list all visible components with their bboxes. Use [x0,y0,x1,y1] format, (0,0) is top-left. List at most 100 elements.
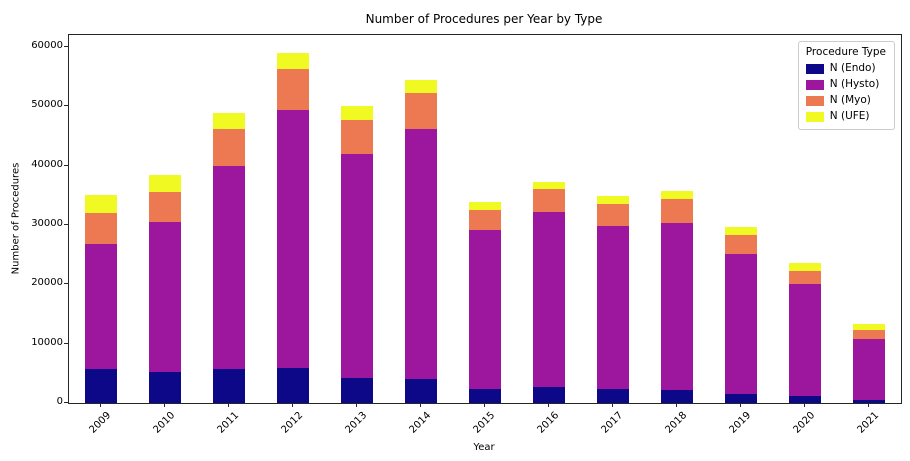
x-tick-mark [228,403,229,407]
legend-swatch-n-ufe [805,111,824,122]
bar-segment-n-endo-2017 [597,388,629,403]
y-tick-label: 40000 [31,158,63,170]
x-tick-mark [676,403,677,407]
legend: Procedure Type N (Endo) N (Hysto) N (Myo) N… [797,41,895,130]
y-tick-label: 0 [56,396,63,407]
chart-title: Number of Procedures per Year by Type [365,12,603,26]
x-tick-label-2016: 2016 [535,410,561,436]
bar-segment-n-endo-2021 [853,400,885,403]
x-tick-mark [740,403,741,407]
y-tick-mark [64,402,68,403]
bar-segment-n-myo-2020 [789,270,821,285]
legend-entry-n-endo: N (Endo) [805,62,886,75]
bar-segment-n-endo-2012 [277,367,309,403]
bar-segment-n-hysto-2011 [213,165,245,369]
bar-segment-n-hysto-2016 [533,212,565,387]
x-tick-label-2013: 2013 [343,410,369,436]
legend-title: Procedure Type [805,46,886,58]
bar-segment-n-ufe-2016 [533,182,565,190]
bar-segment-n-hysto-2020 [789,284,821,397]
bar-segment-n-ufe-2013 [341,106,373,120]
bar-segment-n-ufe-2009 [85,195,117,214]
bar-segment-n-myo-2021 [853,330,885,339]
y-tick-label: 20000 [31,277,63,289]
x-tick-mark [164,403,165,407]
bar-segment-n-myo-2013 [341,119,373,155]
x-tick-label-2012: 2012 [279,410,305,436]
bar-segment-n-endo-2019 [725,393,757,403]
bar-segment-n-myo-2016 [533,189,565,213]
y-tick-mark [64,105,68,107]
bar-segment-n-hysto-2021 [853,338,885,401]
bar-segment-n-hysto-2018 [661,222,693,390]
bar-segment-n-ufe-2018 [661,190,693,200]
y-tick-mark [64,223,68,225]
legend-entry-n-myo: N (Myo) [805,94,886,107]
bar-segment-n-endo-2011 [213,368,245,403]
legend-entry-n-hysto: N (Hysto) [805,78,886,91]
bar-segment-n-endo-2013 [341,378,373,403]
y-tick-label: 60000 [31,39,63,51]
x-tick-label-2019: 2019 [727,410,753,436]
bar-segment-n-ufe-2014 [405,79,437,94]
x-tick-mark [420,403,421,407]
bar-segment-n-hysto-2015 [469,230,501,390]
legend-swatch-n-endo [805,63,824,74]
x-tick-mark [804,403,805,407]
bar-segment-n-endo-2016 [533,386,565,403]
bar-segment-n-myo-2017 [597,204,629,226]
bar-segment-n-ufe-2015 [469,202,501,210]
x-tick-mark [612,403,613,407]
x-tick-mark [868,403,869,407]
legend-entry-n-ufe: N (UFE) [805,110,886,123]
bar-segment-n-myo-2018 [661,199,693,223]
x-tick-mark [356,403,357,407]
bar-segment-n-ufe-2017 [597,195,629,205]
x-tick-label-2015: 2015 [471,410,497,436]
bar-segment-n-ufe-2012 [277,52,309,69]
bar-segment-n-hysto-2009 [85,243,117,370]
y-tick-label: 30000 [31,217,63,229]
y-tick-mark [64,45,68,47]
bar-segment-n-endo-2009 [85,369,117,403]
legend-swatch-n-myo [805,95,824,106]
bar-segment-n-myo-2019 [725,235,757,255]
y-tick-label: 50000 [31,99,63,111]
bar-segment-n-hysto-2014 [405,128,437,379]
bar-segment-n-ufe-2019 [725,227,757,236]
x-tick-label-2014: 2014 [407,410,433,436]
y-tick-mark [64,342,68,344]
x-tick-label-2011: 2011 [215,410,241,436]
plot-area: Procedure Type N (Endo) N (Hysto) N (Myo) N… [68,34,902,404]
bar-segment-n-endo-2020 [789,396,821,403]
x-tick-label-2017: 2017 [599,410,625,436]
x-tick-label-2018: 2018 [663,410,689,436]
bar-segment-n-hysto-2010 [149,221,181,372]
bar-segment-n-myo-2010 [149,191,181,222]
bar-segment-n-hysto-2017 [597,225,629,389]
x-tick-mark [484,403,485,407]
x-axis-label: Year [473,442,495,453]
legend-label: N (Hysto) [829,78,880,90]
bar-segment-n-ufe-2020 [789,262,821,271]
y-tick-mark [64,164,68,166]
x-tick-mark [548,403,549,407]
bar-segment-n-ufe-2021 [853,324,885,330]
x-tick-label-2009: 2009 [87,410,113,436]
bar-segment-n-endo-2015 [469,389,501,403]
bar-segment-n-hysto-2013 [341,154,373,379]
bar-segment-n-ufe-2010 [149,175,181,192]
x-tick-label-2021: 2021 [855,410,881,436]
bar-segment-n-hysto-2012 [277,109,309,368]
bar-segment-n-endo-2014 [405,378,437,403]
legend-label: N (UFE) [829,110,870,122]
bar-segment-n-hysto-2019 [725,254,757,394]
bar-segment-n-myo-2014 [405,93,437,129]
bar-segment-n-myo-2012 [277,68,309,110]
y-tick-label: 10000 [31,336,63,348]
bar-segment-n-endo-2018 [661,389,693,403]
y-tick-mark [64,283,68,285]
x-tick-mark [292,403,293,407]
x-tick-mark [100,403,101,407]
bar-segment-n-ufe-2011 [213,112,245,129]
